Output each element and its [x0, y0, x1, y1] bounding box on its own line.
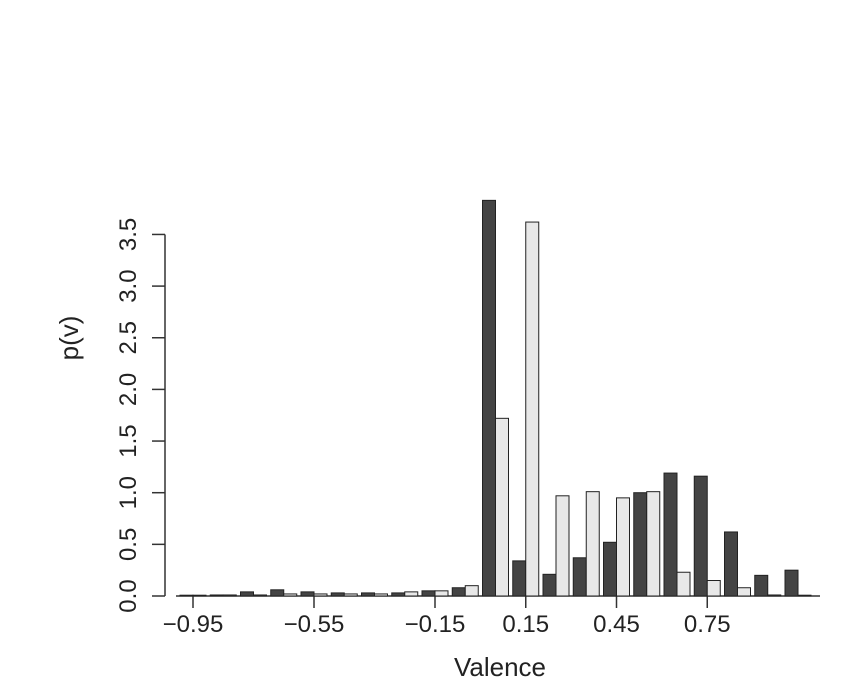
bar-light [434, 590, 449, 597]
y-tick-label: 1.5 [115, 424, 142, 457]
bar-dark [240, 591, 254, 597]
bar-light [616, 497, 630, 597]
y-tick-label: 2.0 [115, 373, 142, 406]
bar-light [676, 571, 691, 597]
bar-dark [724, 531, 738, 597]
bar-light [253, 594, 267, 597]
bar-dark [633, 492, 648, 597]
bar-light [706, 580, 721, 597]
bar-light [464, 585, 479, 597]
bar-dark [421, 590, 436, 597]
y-tick-label: 3.5 [115, 218, 142, 251]
bar-light [737, 587, 751, 597]
bar-dark [391, 592, 406, 597]
y-axis: 0.0 0.5 1.0 1.5 2.0 2.5 3.0 3.5 [115, 218, 166, 613]
bar-light [646, 491, 661, 597]
x-axis-label: Valence [454, 652, 546, 682]
bar-dark [451, 587, 466, 597]
bar-light [313, 593, 328, 597]
bar-dark [179, 594, 194, 597]
bar-light [797, 594, 812, 597]
y-tick-label: 1.0 [115, 476, 142, 509]
bars [179, 199, 812, 597]
x-tick-label: −0.55 [284, 611, 345, 638]
y-tick-label: 3.0 [115, 269, 142, 302]
x-tick-label: 0.75 [684, 611, 731, 638]
bar-dark [693, 475, 708, 597]
bar-dark [663, 472, 678, 597]
bar-light [585, 491, 600, 597]
y-tick-label: 0.0 [115, 579, 142, 612]
bar-light [374, 593, 388, 597]
x-axis: −0.95 −0.55 −0.15 0.15 0.45 0.75 [163, 595, 820, 638]
y-axis-label: p(v) [54, 316, 84, 361]
bar-light [192, 594, 207, 597]
bar-light [404, 591, 419, 597]
bar-dark [603, 541, 617, 597]
bar-dark [512, 560, 527, 597]
bar-light [555, 495, 570, 597]
bar-dark [754, 574, 769, 597]
bar-light [525, 221, 540, 597]
y-tick-label: 2.5 [115, 321, 142, 354]
bar-light [283, 593, 298, 597]
bar-light [222, 594, 237, 597]
bar-dark [482, 199, 496, 597]
bar-dark [270, 589, 285, 597]
bar-dark [361, 592, 375, 597]
x-tick-label: 0.45 [593, 611, 640, 638]
bar-light [343, 593, 358, 597]
x-tick-label: −0.15 [405, 611, 466, 638]
bar-light [767, 594, 782, 597]
bar-dark [542, 573, 557, 597]
y-tick-label: 0.5 [115, 528, 142, 561]
bar-dark [784, 569, 799, 597]
x-tick-label: 0.15 [502, 611, 549, 638]
bar-dark [209, 594, 224, 597]
x-tick-label: −0.95 [163, 611, 224, 638]
bar-dark [572, 557, 587, 597]
bar-dark [330, 592, 345, 597]
bar-dark [300, 591, 315, 597]
bar-light [495, 417, 509, 597]
